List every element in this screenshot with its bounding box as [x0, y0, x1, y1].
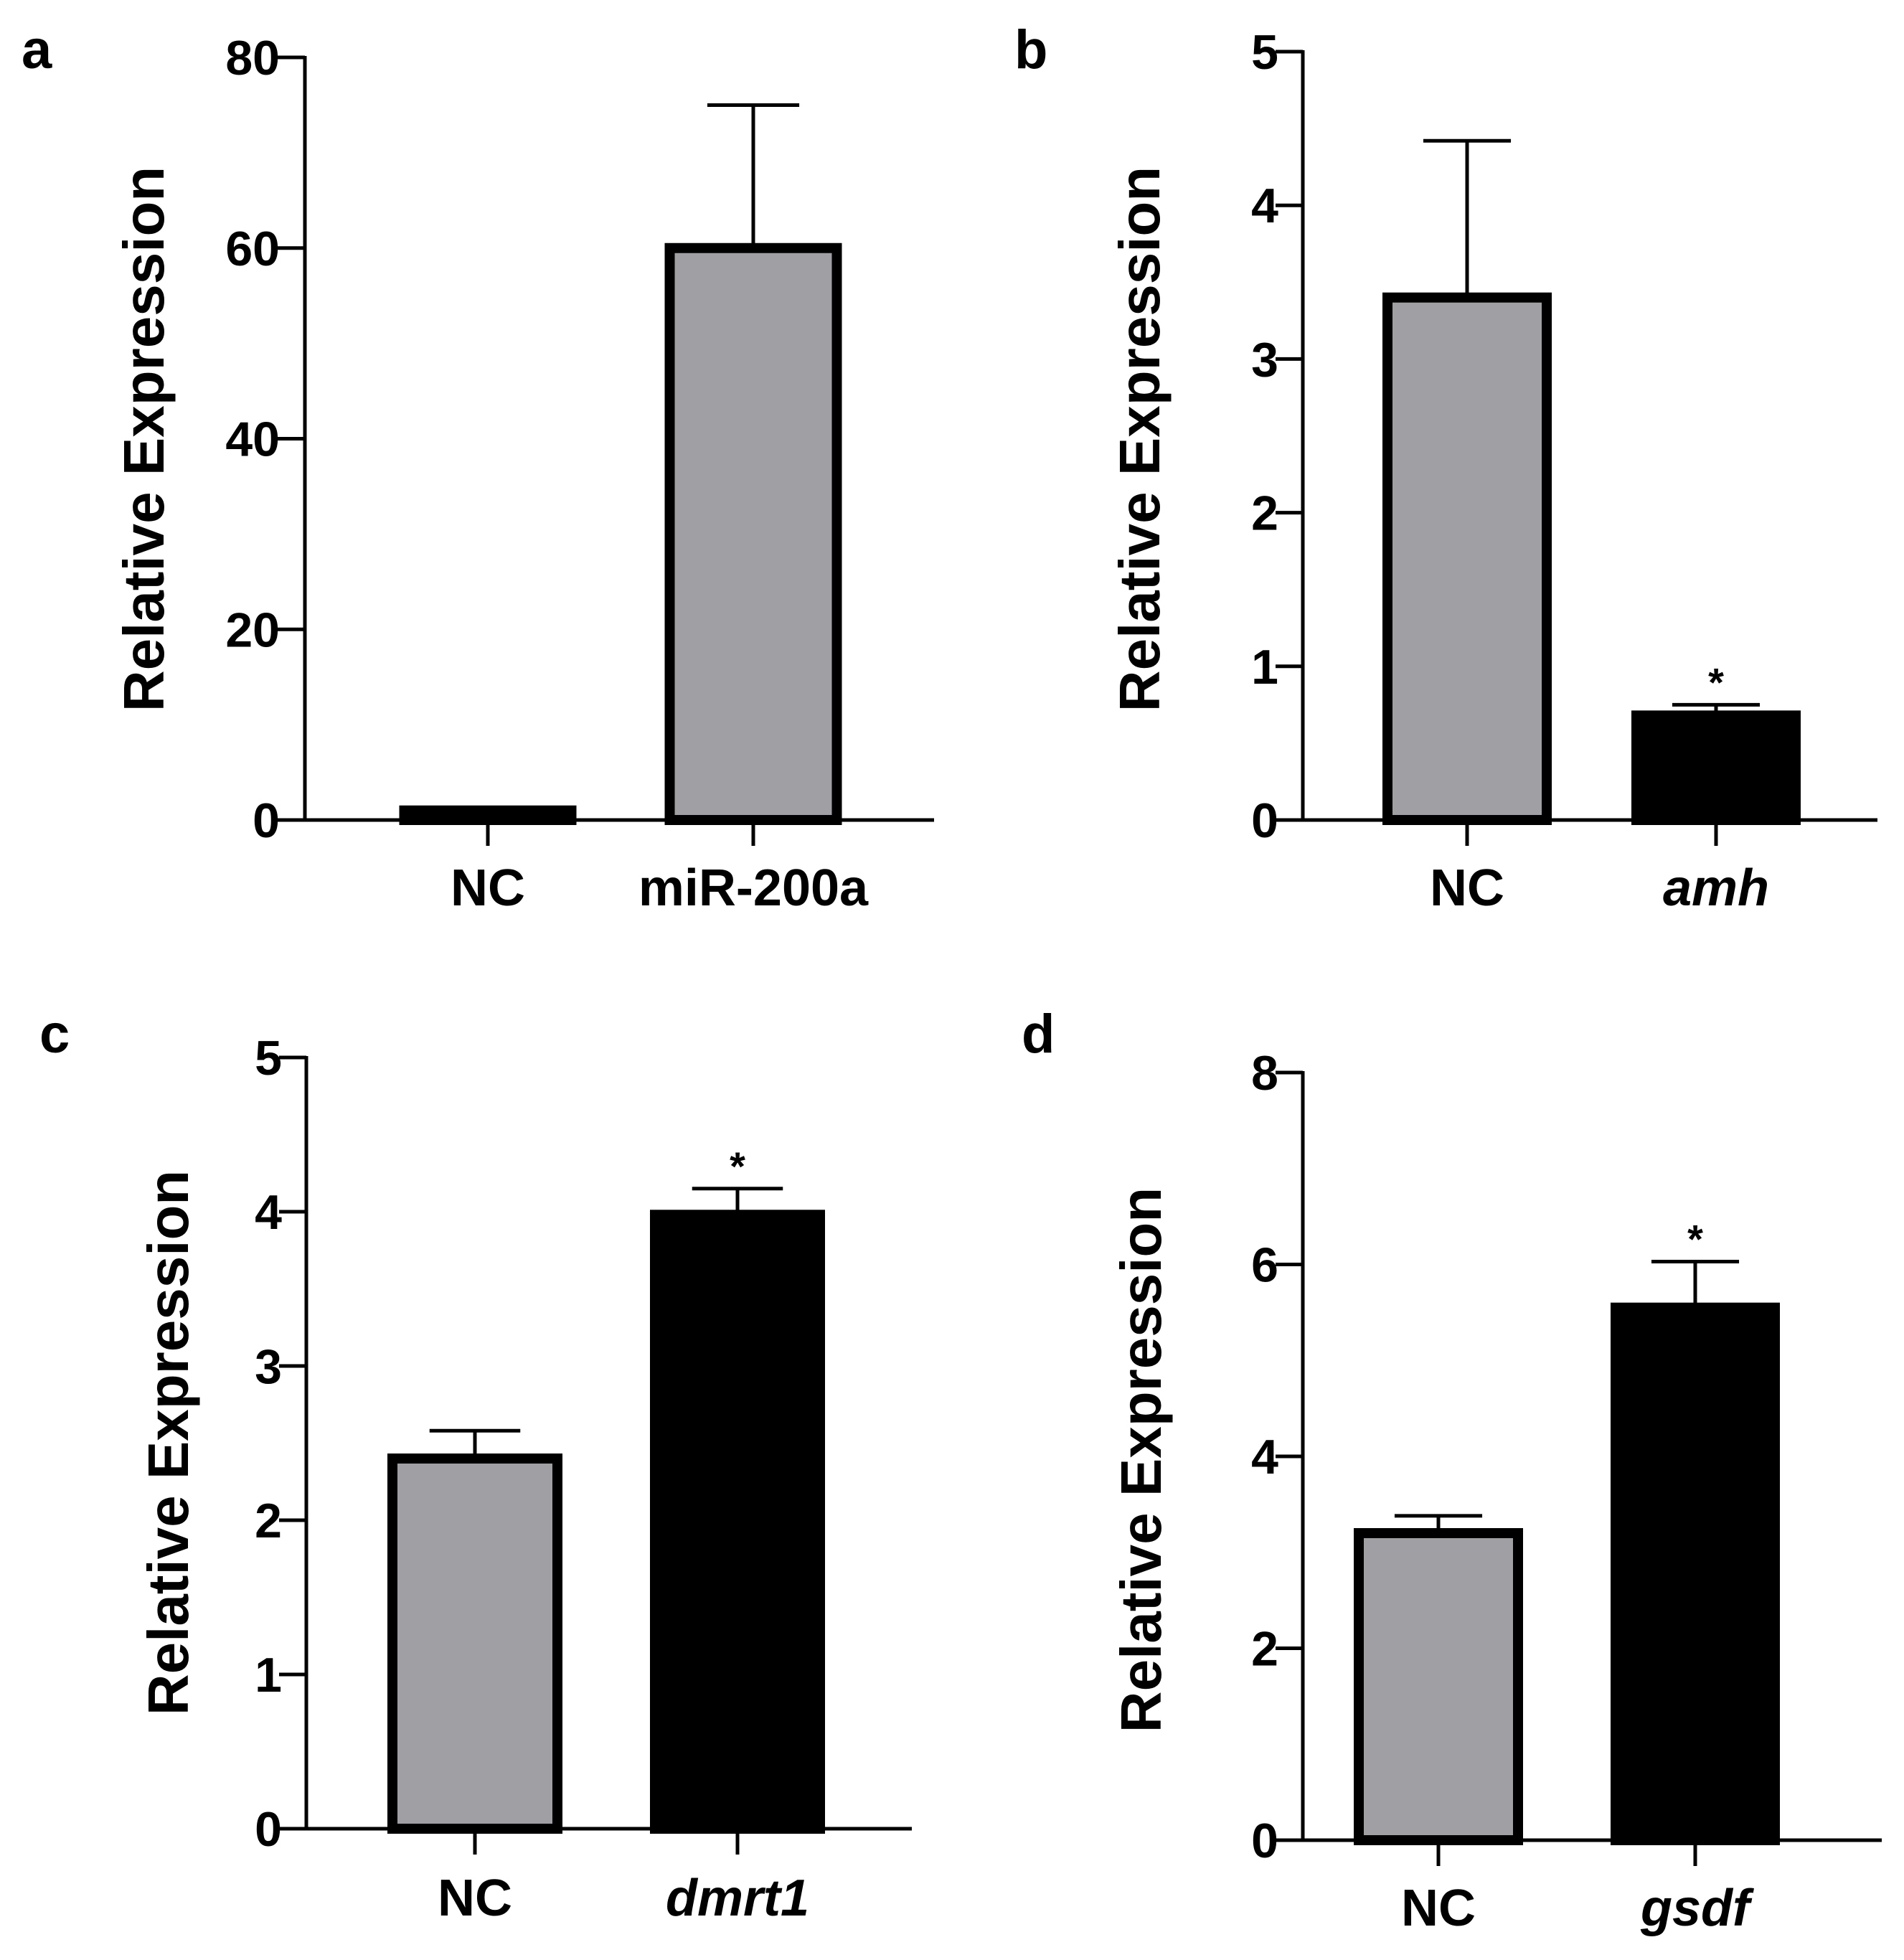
- y-tick-label: 0: [253, 793, 280, 848]
- y-tick-label: 1: [1251, 640, 1278, 694]
- y-tick-label: 0: [1251, 793, 1278, 848]
- bar-nc: [387, 1453, 562, 1834]
- y-tick-label: 0: [255, 1802, 282, 1857]
- y-tick-label: 2: [255, 1494, 282, 1548]
- y-tick-label: 40: [225, 413, 280, 467]
- y-tick-label: 1: [255, 1648, 282, 1702]
- x-tick-label: NC: [1401, 1880, 1476, 1937]
- y-axis-title: Relative Expression: [1108, 166, 1172, 712]
- y-tick-label: 5: [1251, 25, 1278, 80]
- bar-mir-200a: [664, 242, 842, 825]
- bar-nc: [1354, 1528, 1523, 1845]
- x-tick-label: dmrt1: [666, 1870, 809, 1927]
- significance-star: *: [730, 1144, 745, 1189]
- panel-letter-c: c: [39, 1004, 70, 1065]
- y-tick-label: 4: [255, 1185, 282, 1240]
- bar-gsdf: [1611, 1302, 1780, 1845]
- chart-panel-d: d Relative Expression NC * gsdf 0 2 4 6 8: [1022, 1004, 1882, 1937]
- x-tick-label: NC: [1430, 859, 1504, 917]
- significance-star: *: [1708, 659, 1724, 705]
- x-tick-label: amh: [1663, 859, 1769, 917]
- x-tick-label: NC: [451, 859, 525, 917]
- bar-amh: [1631, 710, 1801, 825]
- chart-panel-c: c Relative Expression NC * dmrt1 0 1 2 3 4 5: [39, 1004, 912, 1927]
- y-tick-label: 2: [1251, 1622, 1278, 1677]
- chart-panel-b: b Relative Expression NC * amh 0 1 2 3 4 5: [1014, 19, 1877, 917]
- chart-panel-a: a Relative Expression NC miR-200a 0 20 40 60 80: [22, 19, 934, 917]
- y-tick-label: 60: [225, 222, 280, 276]
- y-tick-label: 3: [255, 1339, 282, 1394]
- y-tick-label: 2: [1251, 486, 1278, 541]
- y-tick-label: 4: [1251, 179, 1278, 233]
- y-tick-label: 0: [1251, 1814, 1278, 1868]
- panel-letter-d: d: [1022, 1004, 1055, 1065]
- significance-star: *: [1687, 1216, 1703, 1261]
- panel-letter-a: a: [22, 19, 52, 80]
- y-axis-title: Relative Expression: [136, 1170, 200, 1715]
- x-tick-label: NC: [438, 1870, 512, 1927]
- y-axis-title: Relative Expression: [1109, 1187, 1173, 1733]
- y-axis-title: Relative Expression: [112, 166, 176, 712]
- y-tick-label: 3: [1251, 332, 1278, 387]
- bar-nc: [1382, 292, 1552, 826]
- y-tick-label: 4: [1251, 1430, 1278, 1484]
- y-tick-label: 5: [255, 1031, 282, 1085]
- y-tick-label: 8: [1251, 1046, 1278, 1101]
- panel-letter-b: b: [1014, 19, 1047, 80]
- x-tick-label: miR-200a: [638, 859, 869, 917]
- y-tick-label: 20: [225, 603, 280, 657]
- x-tick-label: gsdf: [1640, 1880, 1754, 1937]
- bar-dmrt1: [650, 1210, 825, 1834]
- y-tick-label: 80: [225, 31, 280, 85]
- y-tick-label: 6: [1251, 1238, 1278, 1293]
